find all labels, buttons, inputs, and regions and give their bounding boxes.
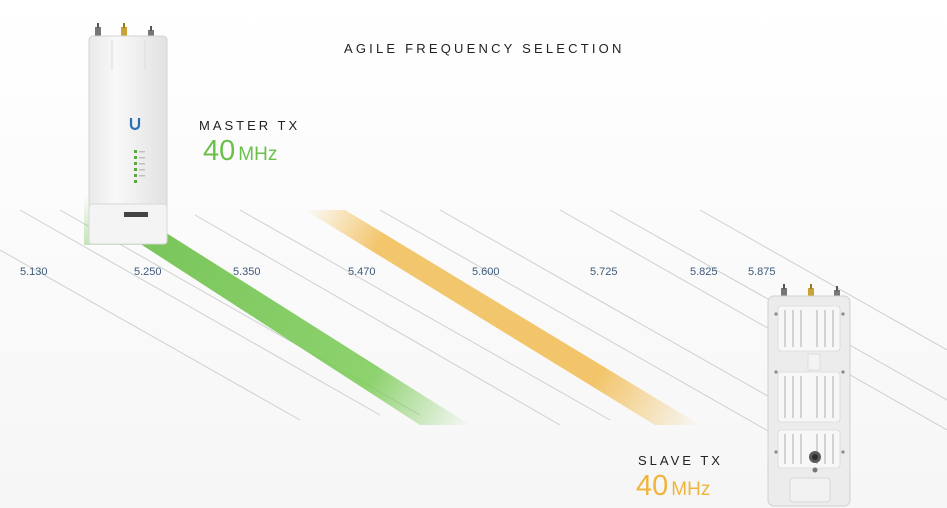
slave-frequency-band	[305, 210, 700, 425]
master-tx-label: MASTER TX	[199, 118, 301, 133]
channel-line	[559, 209, 947, 431]
master-radio-device-icon	[84, 23, 168, 245]
frequency-label-5250: 5.250	[134, 266, 162, 278]
channel-line	[194, 214, 561, 426]
channel-line	[379, 209, 771, 433]
channel-line	[239, 209, 611, 421]
frequency-label-5725: 5.725	[590, 266, 618, 278]
slave-radio-device-icon	[767, 284, 851, 507]
slave-tx-bandwidth: 40 MHz	[636, 472, 710, 501]
master-tx-value: 40	[203, 135, 236, 167]
master-tx-unit: MHz	[238, 144, 278, 165]
channel-line	[439, 209, 811, 421]
channel-line	[699, 209, 947, 351]
master-frequency-band	[88, 210, 470, 425]
frequency-label-5470: 5.470	[348, 266, 376, 278]
channel-line	[0, 249, 301, 421]
master-tx-bandwidth: 40 MHz	[203, 137, 277, 166]
frequency-label-5825: 5.825	[690, 266, 718, 278]
channel-line	[19, 209, 381, 416]
slave-tx-value: 40	[636, 470, 669, 502]
frequency-label-5600: 5.600	[472, 266, 500, 278]
slave-tx-label: SLAVE TX	[638, 453, 723, 468]
slave-tx-unit: MHz	[671, 479, 711, 500]
page-title: AGILE FREQUENCY SELECTION	[344, 41, 625, 56]
frequency-label-5350: 5.350	[233, 266, 261, 278]
frequency-label-5130: 5.130	[20, 266, 48, 278]
frequency-label-5875: 5.875	[748, 266, 776, 278]
